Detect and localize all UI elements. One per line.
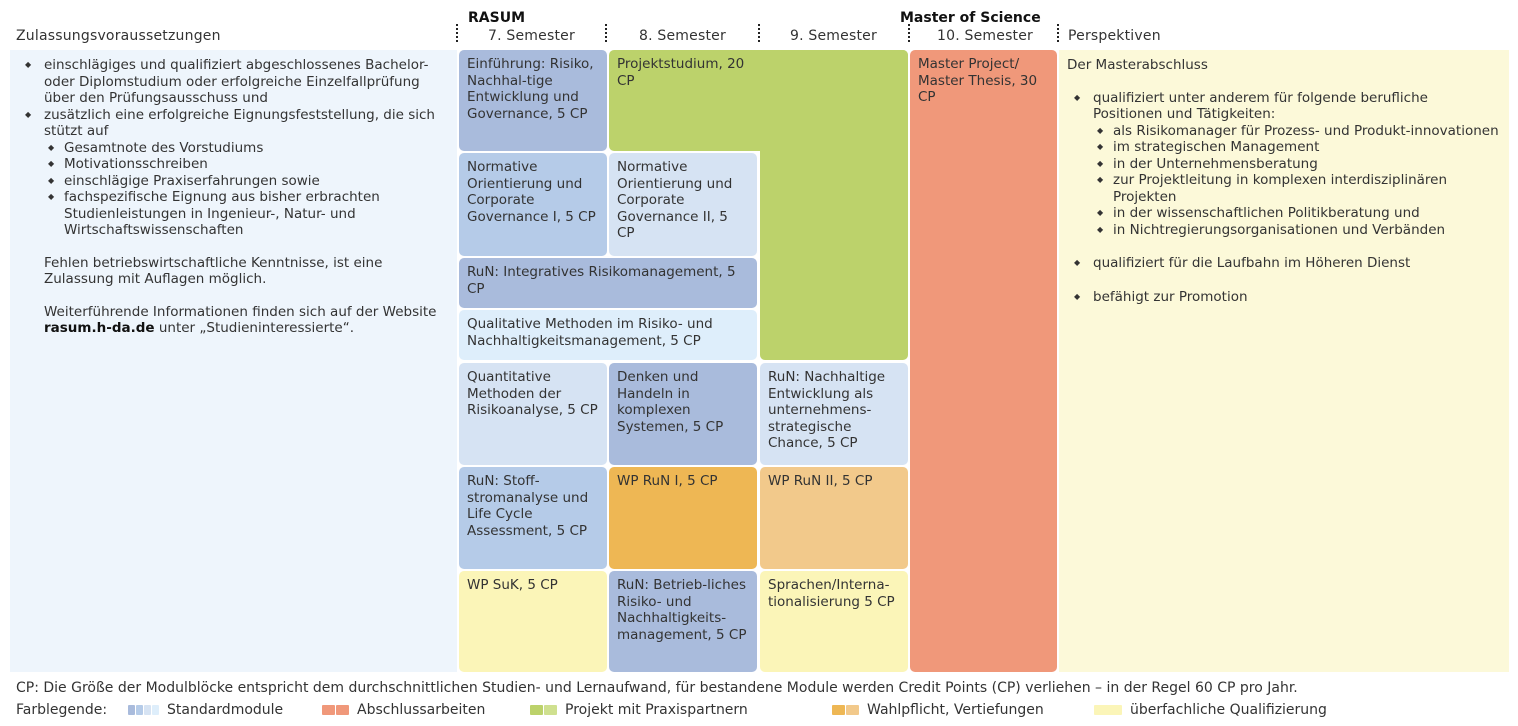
perspectives-item-text: qualifiziert unter anderem für folgende … (1093, 89, 1428, 123)
admission-subitem: Motivationsschreiben (44, 156, 447, 173)
admission-list: einschlägiges und qualifiziert abgeschlo… (18, 57, 447, 239)
perspectives-subitem: als Risikomanager für Prozess- und Produ… (1093, 123, 1499, 140)
admission-note: Fehlen betriebswirtschaftliche Kenntniss… (44, 254, 383, 288)
module-sprachen: Sprachen/Interna-tionalisierung 5 CP (760, 571, 908, 672)
legend-label: Abschlussarbeiten (357, 702, 486, 718)
perspectives-intro: Der Masterabschluss (1067, 57, 1208, 73)
header-semester-10: 10. Semester (937, 28, 1034, 44)
separator-dots (1057, 24, 1059, 44)
perspectives-item: qualifiziert für die Laufbahn im Höheren… (1067, 255, 1499, 272)
footer-note: CP: Die Größe der Modulblöcke entspricht… (16, 680, 1298, 696)
legend-title: Farblegende: (16, 702, 108, 718)
admission-subitem: einschlägige Praxiserfahrungen sowie (44, 173, 447, 190)
legend-wahlpflicht: Wahlpflicht, Vertiefungen (832, 702, 1044, 718)
website-link[interactable]: rasum.h-da.de (44, 320, 155, 336)
module-run-stoffstrom: RuN: Stoff-stromanalyse und Life Cycle A… (459, 467, 607, 569)
header-semester-8: 8. Semester (639, 28, 726, 44)
module-denken-handeln: Denken und Handeln in komplexen Systemen… (609, 363, 757, 465)
module-einfuehrung: Einführung: Risiko, Nachhal-tige Entwick… (459, 50, 607, 151)
perspectives-sublist: als Risikomanager für Prozess- und Produ… (1093, 123, 1499, 239)
perspectives-subitem: in der wissenschaftlichen Politikberatun… (1093, 205, 1499, 222)
separator-dots (605, 24, 607, 44)
module-wp-run-1: WP RuN I, 5 CP (609, 467, 757, 569)
module-run-betrieblich: RuN: Betrieb-liches Risiko- und Nachhalt… (609, 571, 757, 672)
legend-standard: Standardmodule (128, 702, 283, 718)
header-admission: Zulassungsvoraussetzungen (16, 28, 221, 44)
legend-label: Standardmodule (167, 702, 284, 718)
header-semester-7: 7. Semester (488, 28, 575, 44)
header-perspectives: Perspektiven (1068, 28, 1161, 44)
perspectives-item: befähigt zur Promotion (1067, 289, 1499, 306)
module-wp-suk: WP SuK, 5 CP (459, 571, 607, 672)
legend-abschluss: Abschlussarbeiten (322, 702, 485, 718)
header-rasum: RASUM (468, 10, 525, 26)
module-projektstudium: Projektstudium, 20 CP (609, 50, 908, 360)
legend-projekt: Projekt mit Praxispartnern (530, 702, 748, 718)
legend-label: überfachliche Qualifizierung (1130, 702, 1327, 718)
admission-subitem: fachspezifische Eignung aus bisher erbra… (44, 189, 447, 239)
module-master-thesis: Master Project/ Master Thesis, 30 CP (910, 50, 1057, 672)
module-run-integrativ: RuN: Integratives Risikomanagement, 5 CP (459, 258, 757, 308)
projekt-label: Projektstudium, 20 CP (617, 56, 745, 89)
legend-ueberfachlich: überfachliche Qualifizierung (1094, 702, 1327, 718)
admission-item-text: zusätzlich eine erfolgreiche Eignungsfes… (44, 106, 435, 140)
module-run-nachhaltig: RuN: Nachhaltige Entwicklung als unterne… (760, 363, 908, 465)
admission-item: einschlägiges und qualifiziert abgeschlo… (18, 57, 447, 107)
perspectives-subitem: in der Unternehmensberatung (1093, 156, 1499, 173)
separator-dots (758, 24, 760, 44)
admission-sublist: Gesamtnote des Vorstudiums Motivationssc… (44, 140, 447, 239)
perspectives-subitem: in Nichtregierungsorganisationen und Ver… (1093, 222, 1499, 239)
module-normative-2: Normative Orientierung und Corporate Gov… (609, 153, 757, 256)
admission-item: zusätzlich eine erfolgreiche Eignungsfes… (18, 107, 447, 239)
module-normative-1: Normative Orientierung und Corporate Gov… (459, 153, 607, 256)
header-semester-9: 9. Semester (790, 28, 877, 44)
module-quantitative: Quantitative Methoden der Risikoanalyse,… (459, 363, 607, 465)
module-wp-run-2: WP RuN II, 5 CP (760, 467, 908, 569)
perspectives-panel: Der Masterabschluss qualifiziert unter a… (1059, 50, 1509, 672)
admission-info: Weiterführende Informationen finden sich… (18, 304, 447, 337)
header-master-of-science: Master of Science (900, 10, 1041, 26)
perspectives-list: qualifiziert unter anderem für folgende … (1067, 90, 1499, 306)
perspectives-subitem: im strategischen Management (1093, 139, 1499, 156)
separator-dots (908, 24, 910, 44)
legend-label: Projekt mit Praxispartnern (565, 702, 748, 718)
perspectives-item: qualifiziert unter anderem für folgende … (1067, 90, 1499, 239)
legend-label: Wahlpflicht, Vertiefungen (867, 702, 1044, 718)
info-text: Weiterführende Informationen finden sich… (44, 303, 437, 320)
perspectives-subitem: zur Projektleitung in komplexen interdis… (1093, 172, 1499, 205)
info-text-end: unter „Studieninteressierte“. (154, 320, 355, 336)
module-qualitative: Qualitative Methoden im Risiko- und Nach… (459, 310, 757, 360)
projekt-side (760, 50, 908, 360)
admission-subitem: Gesamtnote des Vorstudiums (44, 140, 447, 157)
separator-dots (456, 24, 458, 44)
admission-panel: einschlägiges und qualifiziert abgeschlo… (10, 50, 457, 672)
